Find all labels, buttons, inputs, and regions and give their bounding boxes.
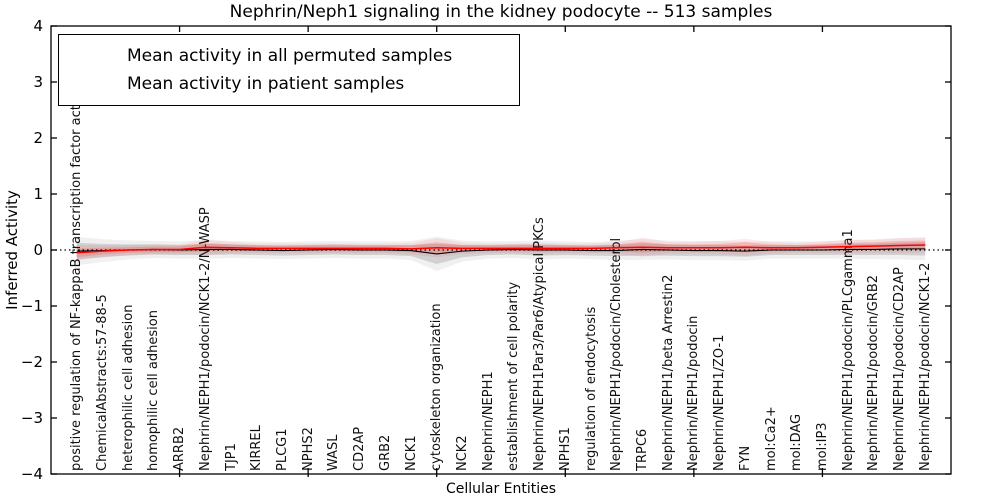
y-tick-label: −2 xyxy=(20,353,43,371)
legend-label-patient: Mean activity in patient samples xyxy=(127,74,405,94)
y-tick-label: 4 xyxy=(33,17,43,35)
legend-entry-permuted: Mean activity in all permuted samples xyxy=(73,42,509,70)
x-axis-label: Cellular Entities xyxy=(445,481,557,497)
legend-entry-patient: Mean activity in patient samples xyxy=(73,70,509,98)
y-tick-label: 0 xyxy=(33,241,43,259)
y-tick-label: 3 xyxy=(33,73,43,91)
legend-label-permuted: Mean activity in all permuted samples xyxy=(127,46,453,66)
chart-title: Nephrin/Neph1 signaling in the kidney po… xyxy=(229,2,773,22)
legend: Mean activity in all permuted samples Me… xyxy=(58,34,520,106)
y-tick-label: −4 xyxy=(20,465,43,483)
y-tick-label: 1 xyxy=(33,185,43,203)
y-tick-label: −1 xyxy=(20,297,43,315)
y-tick-label: 2 xyxy=(33,129,43,147)
y-tick-label: −3 xyxy=(20,409,43,427)
